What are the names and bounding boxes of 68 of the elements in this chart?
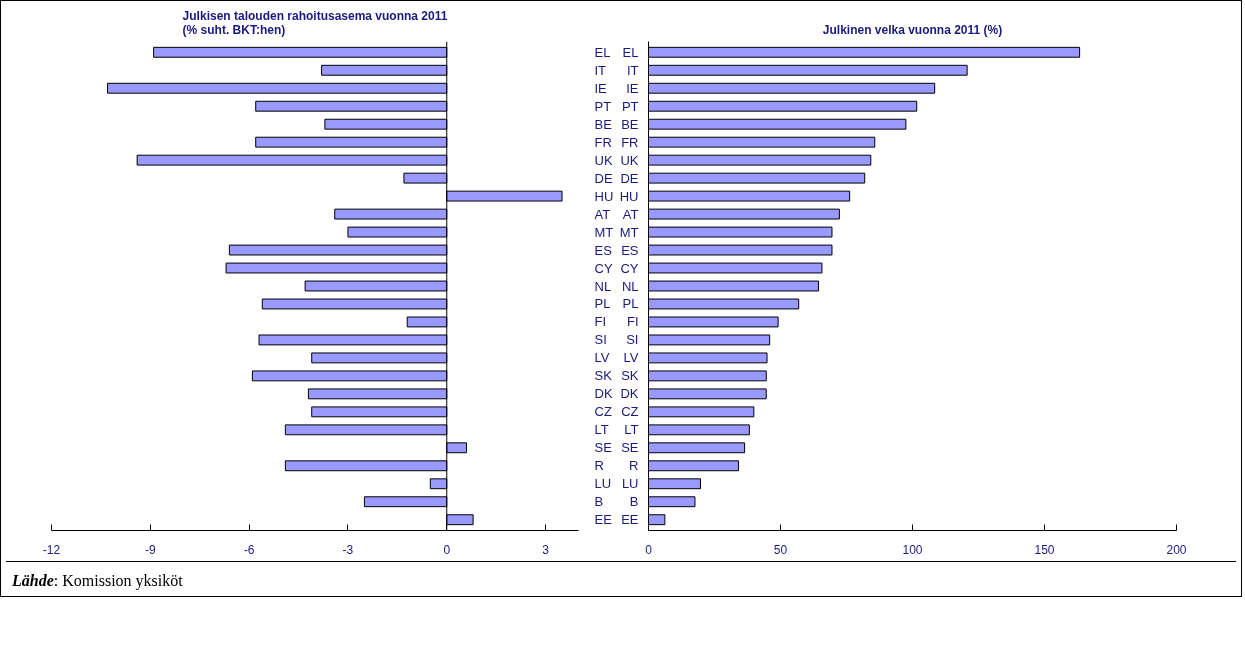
y-tick-label: IE (626, 80, 639, 96)
y-tick-label: SI (594, 332, 607, 348)
y-tick-label: SI (626, 332, 639, 348)
y-tick-label: UK (620, 152, 639, 168)
y-tick-label: LV (623, 350, 639, 366)
y-tick-label: EE (621, 512, 639, 528)
y-tick-label: SE (621, 440, 639, 456)
y-tick-label: DE (594, 170, 613, 186)
y-tick-label: IE (594, 80, 608, 96)
y-tick-label: EE (594, 512, 613, 528)
y-tick-label: SK (594, 368, 613, 384)
y-tick-label: HU (594, 188, 614, 204)
x-tick-label: 200 (1166, 542, 1187, 557)
x-tick-label: -9 (144, 542, 156, 557)
y-tick-label: MT (619, 224, 639, 240)
y-tick-label: EL (622, 44, 639, 60)
y-tick-label: FR (621, 134, 639, 150)
y-tick-label: BE (621, 116, 639, 132)
y-tick-label: CY (594, 260, 613, 276)
y-tick-label: ES (621, 242, 639, 258)
y-tick-label: AT (594, 206, 611, 222)
y-tick-label: LU (621, 476, 639, 492)
y-tick-label: R (594, 458, 604, 474)
y-tick-label: PL (622, 296, 639, 312)
x-tick-label: 0 (443, 542, 451, 557)
y-tick-label: PT (621, 98, 639, 114)
y-tick-label: NL (621, 278, 639, 294)
x-tick-label: 100 (902, 542, 923, 557)
y-tick-label: EL (594, 44, 611, 60)
chart-title: Julkisen talouden rahoitusasema vuonna 2011 (% suht. BKT:hen) (182, 8, 448, 37)
x-tick-label: 50 (773, 542, 788, 557)
y-tick-label: NL (594, 278, 612, 294)
x-tick-label: -3 (342, 542, 354, 557)
y-tick-label: DK (620, 386, 639, 402)
y-tick-label: FI (626, 314, 639, 330)
y-tick-label: LV (594, 350, 610, 366)
y-tick-label: MT (594, 224, 614, 240)
y-tick-label: UK (594, 152, 613, 168)
y-tick-label: BE (594, 116, 613, 132)
y-tick-label: B (594, 494, 604, 510)
y-tick-label: R (629, 458, 639, 474)
x-tick-label: 0 (645, 542, 653, 557)
y-tick-label: AT (622, 206, 639, 222)
y-tick-label: FR (594, 134, 612, 150)
y-tick-label: IT (626, 62, 639, 78)
x-tick-label: -6 (243, 542, 255, 557)
y-tick-label: FI (594, 314, 607, 330)
x-tick-label: 150 (1034, 542, 1055, 557)
y-tick-label: HU (619, 188, 639, 204)
y-tick-label: DK (594, 386, 613, 402)
y-tick-label: LT (624, 422, 639, 438)
y-tick-label: LU (594, 476, 612, 492)
y-tick-label: PT (594, 98, 612, 114)
y-tick-label: DE (620, 170, 639, 186)
y-tick-label: SK (621, 368, 639, 384)
y-tick-label: B (629, 494, 639, 510)
y-tick-label: CZ (621, 404, 639, 420)
y-tick-label: CY (620, 260, 639, 276)
y-tick-label: LT (594, 422, 609, 438)
y-tick-label: PL (594, 296, 611, 312)
x-tick-label: -12 (42, 542, 61, 557)
y-tick-label: CZ (594, 404, 612, 420)
y-tick-label: IT (594, 62, 607, 78)
y-tick-label: ES (594, 242, 613, 258)
text: Lähde: Komission yksiköt (12, 571, 183, 592)
x-tick-label: 3 (542, 542, 550, 557)
chart-title: Julkinen velka vuonna 2011 (%) (822, 22, 1003, 37)
y-tick-label: SE (594, 440, 613, 456)
